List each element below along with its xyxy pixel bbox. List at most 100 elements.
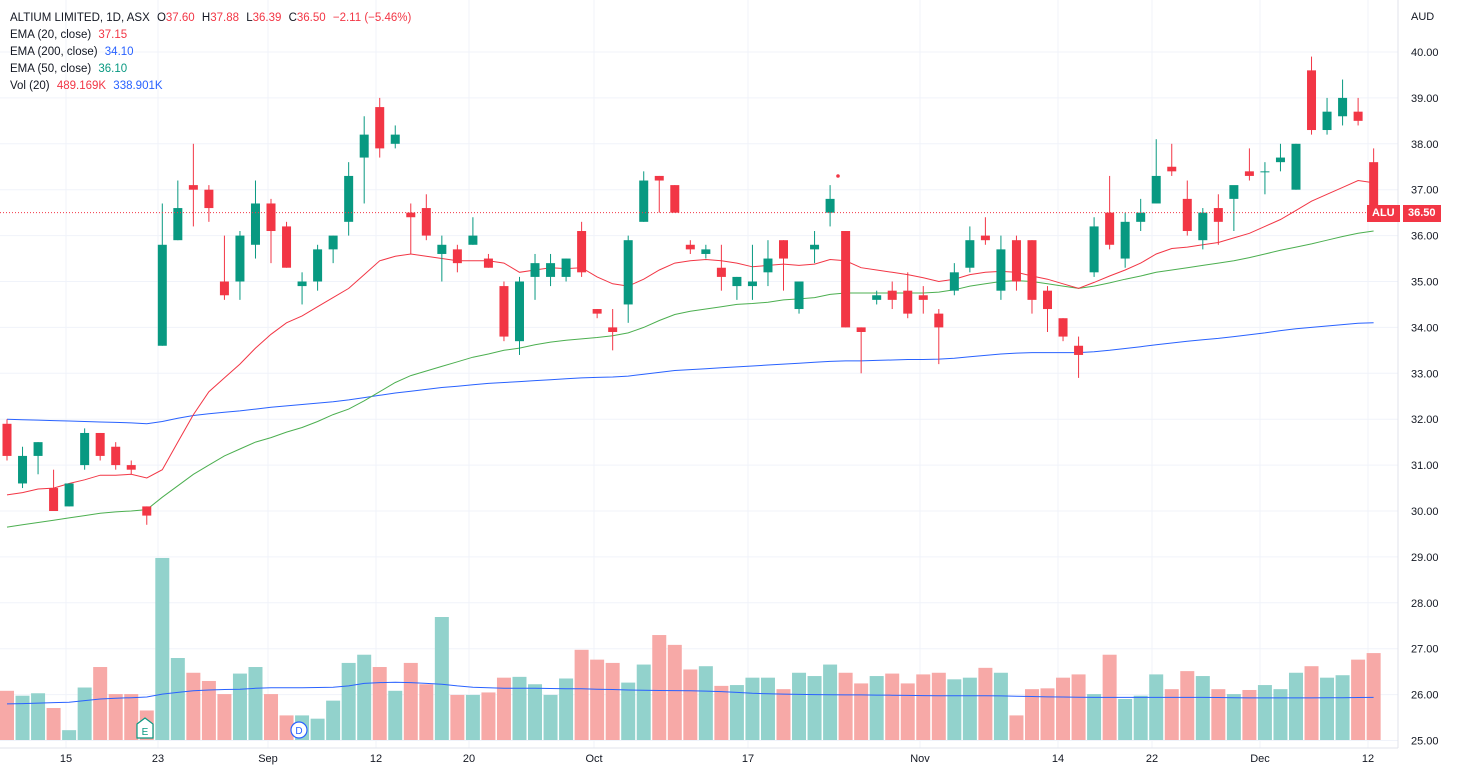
dividend-marker[interactable]: D: [290, 721, 308, 739]
volume-bar: [93, 667, 108, 740]
candle-body: [949, 272, 959, 291]
candle: [872, 290, 882, 305]
time-tick-label: 22: [1146, 753, 1158, 765]
time-tick-label: Dec: [1250, 753, 1270, 765]
candle-body: [421, 208, 431, 236]
candle-body: [1136, 212, 1146, 222]
volume-bar: [1071, 674, 1086, 740]
volume-bar: [512, 676, 527, 740]
candle: [483, 253, 493, 268]
volume-bar: [372, 667, 387, 740]
volume-label: Vol (20): [10, 80, 50, 92]
candle-body: [608, 327, 618, 332]
volume-bar: [465, 694, 480, 740]
chart-legend: ALTIUM LIMITED, 1D, ASX O37.60 H37.88 L3…: [10, 10, 411, 95]
ema200-legend[interactable]: EMA (200, close) 34.10: [10, 44, 411, 61]
ema50-label: EMA (50, close): [10, 63, 92, 75]
candle: [1260, 162, 1270, 195]
symbol-title[interactable]: ALTIUM LIMITED, 1D, ASX: [10, 12, 150, 24]
candle-body: [918, 295, 928, 300]
volume-bar: [916, 674, 931, 740]
volume-bar: [528, 684, 543, 740]
candle-body: [1120, 221, 1130, 259]
candle-body: [1182, 198, 1192, 232]
candle-body: [670, 185, 680, 213]
candle: [80, 428, 90, 470]
candle: [468, 217, 478, 245]
candle: [1275, 143, 1285, 172]
candle: [1182, 180, 1192, 236]
candle: [608, 309, 618, 351]
price-tick-label: 35.00: [1411, 277, 1439, 289]
candle: [1198, 208, 1208, 250]
earnings-marker[interactable]: E: [136, 717, 154, 739]
candle-body: [468, 235, 478, 245]
candle: [250, 180, 260, 259]
candle-body: [779, 240, 788, 259]
ema50-legend[interactable]: EMA (50, close) 36.10: [10, 61, 411, 78]
price-tick-label: 38.00: [1411, 139, 1439, 151]
volume-ma-value: 338.901K: [113, 80, 163, 92]
candle: [794, 281, 804, 314]
candle-body: [1322, 111, 1332, 131]
volume-value: 489.169K: [56, 80, 107, 92]
volume-bar: [1040, 688, 1055, 740]
high-label: H: [201, 12, 211, 24]
volume-bar: [1242, 689, 1257, 740]
candle-body: [1307, 70, 1317, 131]
candle: [95, 432, 105, 461]
candle-body: [592, 309, 602, 314]
volume-bar: [0, 690, 14, 740]
candle-body: [282, 226, 292, 268]
candle-body: [142, 506, 152, 516]
candle-body: [825, 198, 835, 213]
candle: [1027, 240, 1037, 314]
price-axis[interactable]: 40.00 39.00 38.00 37.00 36.00 35.00 34.00 33.00…: [1411, 47, 1439, 748]
ema20-legend[interactable]: EMA (20, close) 37.15: [10, 27, 411, 44]
candle: [779, 240, 788, 291]
candle: [1120, 212, 1130, 268]
volume-bar: [605, 662, 620, 740]
candle-body: [1213, 208, 1223, 222]
candle-body: [841, 231, 851, 328]
ohlc-row[interactable]: ALTIUM LIMITED, 1D, ASX O37.60 H37.88 L3…: [10, 10, 411, 27]
candles: [2, 56, 1379, 525]
candle: [173, 180, 183, 241]
change-value: −2.11 (−5.46%): [332, 12, 412, 24]
volume-bar: [1118, 699, 1133, 740]
candle-body: [483, 258, 493, 268]
candle: [810, 231, 820, 264]
candle-body: [980, 235, 990, 241]
volume-bar: [155, 557, 170, 740]
volume-bar: [1288, 672, 1303, 740]
candle: [887, 281, 897, 310]
volume-legend[interactable]: Vol (20) 489.169K 338.901K: [10, 78, 411, 95]
volume-bar: [869, 676, 884, 740]
candle: [1338, 79, 1348, 126]
time-axis[interactable]: 15 23 Sep 12 20 Oct 17 Nov 14 22 Dec 12: [60, 753, 1374, 765]
candle-body: [1291, 143, 1301, 190]
candle: [670, 185, 680, 213]
candle: [452, 244, 462, 273]
volume-bar: [760, 677, 775, 740]
volume-bar: [1226, 694, 1241, 740]
volume-bar: [1304, 666, 1319, 740]
time-tick-label: 14: [1052, 753, 1064, 765]
candle-body: [1011, 240, 1021, 282]
volume-bar: [947, 679, 962, 740]
candle: [204, 185, 214, 222]
candle-body: [328, 235, 338, 250]
candle: [763, 240, 773, 287]
volume-bar: [310, 718, 325, 740]
volume-bar: [543, 694, 558, 740]
price-tick-label: 32.00: [1411, 414, 1439, 426]
volume-bar: [1087, 694, 1102, 740]
candle: [1151, 139, 1161, 204]
volume-bar: [279, 715, 294, 740]
candle-body: [794, 281, 804, 310]
candle: [33, 442, 43, 475]
candle-body: [359, 134, 369, 158]
time-tick-label: 17: [742, 753, 754, 765]
earnings-marker-label: E: [142, 727, 149, 738]
